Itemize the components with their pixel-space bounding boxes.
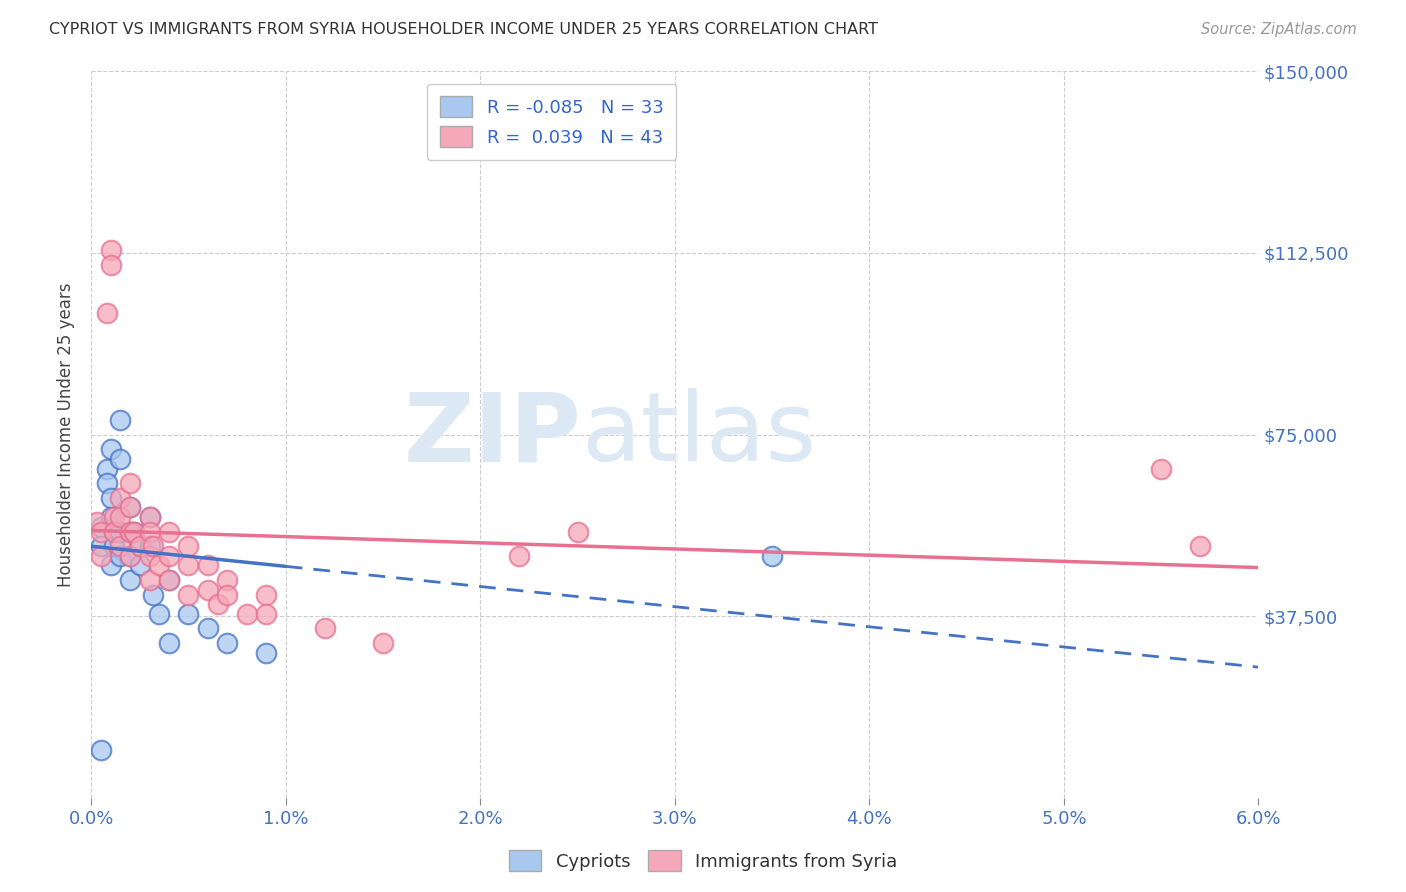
Point (1189, 539, 1212, 553)
Text: Source: ZipAtlas.com: Source: ZipAtlas.com (1201, 22, 1357, 37)
Point (157, 573, 180, 587)
Text: atlas: atlas (582, 388, 817, 481)
Point (236, 607, 259, 621)
Point (157, 524, 180, 539)
Point (103, 539, 125, 553)
Point (157, 549, 180, 563)
Point (86, 515, 108, 529)
Point (120, 524, 142, 539)
Point (314, 622, 336, 636)
Point (508, 549, 530, 563)
Point (96, 461, 118, 475)
Point (120, 549, 142, 563)
Point (110, 549, 132, 563)
Point (120, 476, 142, 491)
Point (142, 588, 165, 602)
Point (100, 442, 122, 457)
Point (103, 524, 125, 539)
Point (567, 524, 589, 539)
Point (128, 558, 150, 573)
Point (90, 539, 112, 553)
Point (254, 607, 277, 621)
Point (100, 491, 122, 505)
Point (157, 573, 180, 587)
Point (197, 622, 219, 636)
Point (128, 539, 150, 553)
Point (138, 510, 160, 524)
Point (110, 413, 132, 427)
Point (110, 539, 132, 553)
Point (254, 646, 277, 660)
Point (96, 476, 118, 491)
Legend: R = -0.085   N = 33, R =  0.039   N = 43: R = -0.085 N = 33, R = 0.039 N = 43 (427, 84, 676, 160)
Text: ZIP: ZIP (404, 388, 582, 481)
Point (100, 510, 122, 524)
Point (157, 636, 180, 650)
Point (103, 510, 125, 524)
Point (100, 258, 122, 272)
Point (138, 549, 160, 563)
Point (207, 597, 229, 611)
Point (254, 588, 277, 602)
Point (1150, 461, 1173, 475)
Text: CYPRIOT VS IMMIGRANTS FROM SYRIA HOUSEHOLDER INCOME UNDER 25 YEARS CORRELATION C: CYPRIOT VS IMMIGRANTS FROM SYRIA HOUSEHO… (49, 22, 879, 37)
Point (142, 539, 165, 553)
Point (128, 539, 150, 553)
Y-axis label: Householder Income Under 25 years: Householder Income Under 25 years (58, 283, 75, 587)
Point (103, 524, 125, 539)
Point (148, 607, 170, 621)
Point (138, 539, 160, 553)
Point (96, 306, 118, 320)
Point (120, 500, 142, 515)
Point (122, 524, 145, 539)
Point (197, 558, 219, 573)
Point (138, 510, 160, 524)
Legend: Cypriots, Immigrants from Syria: Cypriots, Immigrants from Syria (502, 843, 904, 879)
Point (177, 558, 200, 573)
Point (90, 742, 112, 756)
Point (177, 607, 200, 621)
Point (761, 549, 783, 563)
Point (120, 549, 142, 563)
Point (90, 524, 112, 539)
Point (177, 588, 200, 602)
Point (138, 524, 160, 539)
Point (90, 519, 112, 533)
Point (110, 524, 132, 539)
Point (217, 636, 239, 650)
Point (120, 500, 142, 515)
Point (122, 524, 145, 539)
Point (138, 573, 160, 587)
Point (100, 558, 122, 573)
Point (100, 244, 122, 258)
Point (110, 491, 132, 505)
Point (120, 573, 142, 587)
Point (217, 588, 239, 602)
Point (197, 582, 219, 597)
Point (371, 636, 394, 650)
Point (177, 539, 200, 553)
Point (110, 510, 132, 524)
Point (120, 524, 142, 539)
Point (217, 573, 239, 587)
Point (148, 558, 170, 573)
Point (110, 451, 132, 466)
Point (90, 549, 112, 563)
